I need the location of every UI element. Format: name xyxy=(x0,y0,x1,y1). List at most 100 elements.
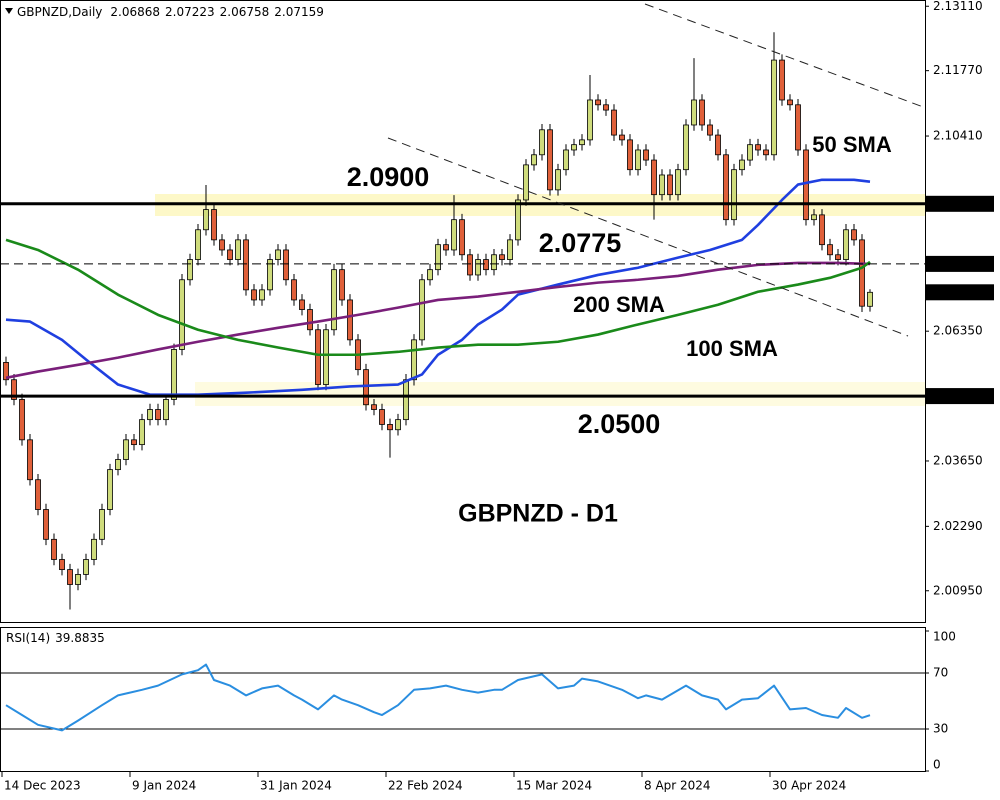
price-box xyxy=(926,284,994,301)
candle-body xyxy=(635,149,641,171)
candle-body xyxy=(203,209,209,231)
candle-body xyxy=(627,139,633,171)
trend-lines xyxy=(387,3,927,337)
menu-triangle xyxy=(5,8,13,14)
candle-body xyxy=(763,149,769,156)
candle-body xyxy=(771,59,777,156)
candle-body xyxy=(803,149,809,221)
symbol: GBPNZD,Daily xyxy=(17,5,102,19)
candle-body xyxy=(115,459,121,471)
candle-body xyxy=(507,239,513,260)
candle-body xyxy=(19,399,25,441)
candle-body xyxy=(347,299,353,341)
close-value: 2.07159 xyxy=(274,5,324,19)
candle-body xyxy=(403,379,409,421)
candle-body xyxy=(835,254,841,260)
moving-averages xyxy=(5,178,871,396)
line-series xyxy=(5,238,871,357)
candle-body xyxy=(243,239,249,291)
candle-body xyxy=(795,104,801,151)
candle-body xyxy=(563,149,569,171)
candle-body xyxy=(651,159,657,196)
candle-body xyxy=(75,574,81,585)
candle-body xyxy=(107,469,113,510)
rsi-tick-label: 0 xyxy=(933,758,941,772)
level-box xyxy=(926,388,994,405)
candle-body xyxy=(275,249,281,260)
candle-body xyxy=(867,291,873,307)
candle-body xyxy=(379,409,385,425)
sma-label: 100 SMA xyxy=(686,336,778,361)
candle-body xyxy=(491,254,497,271)
candle-body xyxy=(131,439,137,446)
plot-frame xyxy=(0,0,926,623)
x-tick-label: 14 Dec 2023 xyxy=(4,779,81,793)
candle-body xyxy=(211,209,217,241)
candle-body xyxy=(451,219,457,251)
candle-body xyxy=(699,99,705,126)
level-annotation: 2.0775 xyxy=(539,228,622,258)
y-tick-label: 2.06350 xyxy=(933,324,983,338)
candle-body xyxy=(707,124,713,136)
candle-body xyxy=(59,559,65,571)
candle-body xyxy=(851,229,857,241)
candle-body xyxy=(395,419,401,431)
high-value: 2.07223 xyxy=(165,5,215,19)
candle-body xyxy=(515,199,521,241)
candle-body xyxy=(147,409,153,421)
rsi-tick-label: 70 xyxy=(933,666,948,680)
candle-body xyxy=(747,144,753,161)
candle-body xyxy=(539,129,545,156)
candle-body xyxy=(811,214,817,221)
candle-body xyxy=(827,244,833,256)
rsi-tick-label: 30 xyxy=(933,722,948,736)
level-box xyxy=(926,195,994,212)
level-box xyxy=(926,255,994,272)
candle-body xyxy=(267,259,273,291)
x-tick-label: 30 Apr 2024 xyxy=(772,779,846,793)
candle-body xyxy=(371,404,377,410)
candle-body xyxy=(419,279,425,341)
price-label: 2.07159 xyxy=(933,285,983,299)
candle-body xyxy=(459,219,465,256)
x-tick-label: 22 Feb 2024 xyxy=(388,779,463,793)
candle-body xyxy=(755,144,761,151)
candle-body xyxy=(51,538,57,560)
y-tick-label: 2.13110 xyxy=(933,0,983,13)
x-tick-label: 31 Jan 2024 xyxy=(260,779,332,793)
candle-body xyxy=(587,99,593,141)
y-tick-label: 2.11770 xyxy=(933,63,983,77)
candle-body xyxy=(339,269,345,301)
line-series xyxy=(5,261,871,380)
candle-body xyxy=(323,329,329,385)
x-tick-label: 9 Jan 2024 xyxy=(132,779,196,793)
candle-body xyxy=(163,399,169,421)
level-annotation: 2.0900 xyxy=(347,162,430,192)
candle-body xyxy=(691,99,697,126)
candle-body xyxy=(27,439,33,481)
level-label: 2.07750 xyxy=(933,256,983,270)
candle-body xyxy=(307,309,313,331)
candle-body xyxy=(179,279,185,350)
levels xyxy=(0,202,925,398)
candle-body xyxy=(435,244,441,271)
candle-body xyxy=(499,254,505,260)
candle-body xyxy=(171,349,177,400)
candle-body xyxy=(531,154,537,166)
candle-body xyxy=(579,139,585,146)
candle-body xyxy=(291,279,297,301)
candle-body xyxy=(731,169,737,221)
candle-body xyxy=(123,439,129,460)
rsi-frame xyxy=(0,627,926,772)
line-series xyxy=(5,663,871,732)
level-label: 2.05000 xyxy=(933,389,983,403)
trend-line xyxy=(644,3,927,109)
candle-body xyxy=(187,259,193,281)
candle-body xyxy=(299,299,305,310)
candle-body xyxy=(259,289,265,301)
candle-body xyxy=(595,99,601,106)
candle-body xyxy=(611,109,617,136)
candle-body xyxy=(667,174,673,196)
